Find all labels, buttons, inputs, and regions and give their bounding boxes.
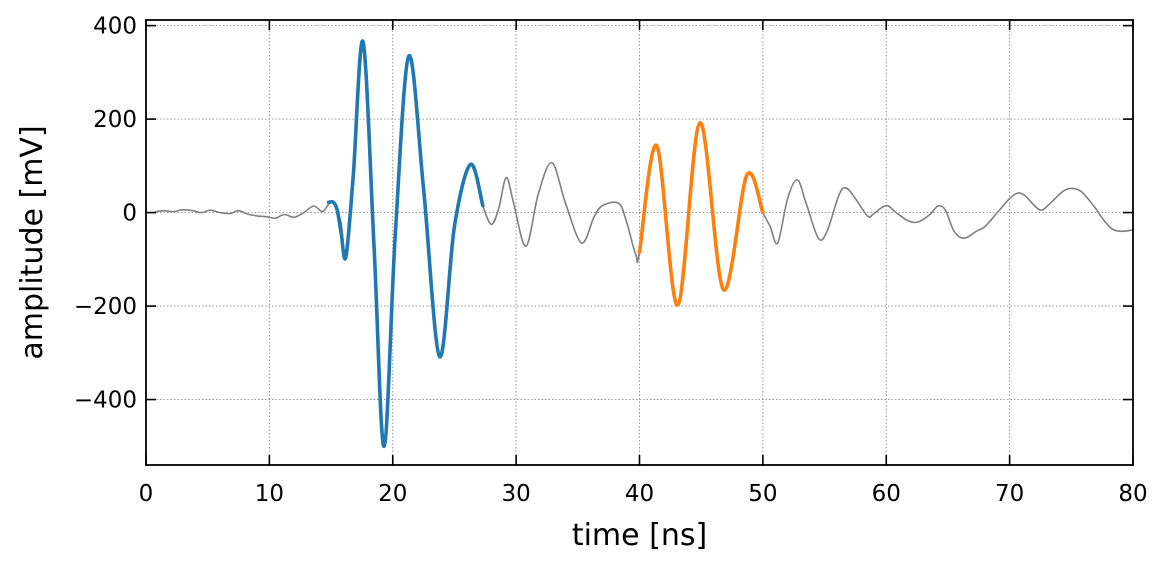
x-axis-title: time [ns] [572, 518, 707, 553]
series-line-pulse-1 [326, 39, 485, 449]
x-tick-label: 20 [378, 481, 407, 507]
y-tick-label: 400 [93, 14, 137, 40]
series-line-pulse-2 [637, 120, 765, 307]
axis-ticks [145, 20, 1134, 465]
grid-lines [146, 20, 1133, 465]
x-tick-label: 80 [1118, 481, 1147, 507]
y-axis-title: amplitude [mV] [15, 125, 50, 359]
y-tick-label: 200 [93, 107, 137, 133]
x-tick-label: 30 [501, 481, 530, 507]
y-tick-label: −200 [74, 294, 137, 320]
x-tick-label: 60 [872, 481, 901, 507]
x-tick-label: 70 [995, 481, 1024, 507]
x-tick-label: 40 [625, 481, 654, 507]
x-tick-label: 10 [255, 481, 284, 507]
y-tick-label: −400 [74, 388, 137, 414]
series-lines [155, 39, 1134, 449]
x-tick-label: 50 [748, 481, 777, 507]
x-tick-label: 0 [139, 481, 154, 507]
tick-labels: 0 10 20 30 40 50 60 70 80 −400 −200 0 200 400 [74, 14, 1148, 507]
series-line-full-waveform [155, 40, 1134, 448]
y-tick-label: 0 [122, 201, 137, 227]
